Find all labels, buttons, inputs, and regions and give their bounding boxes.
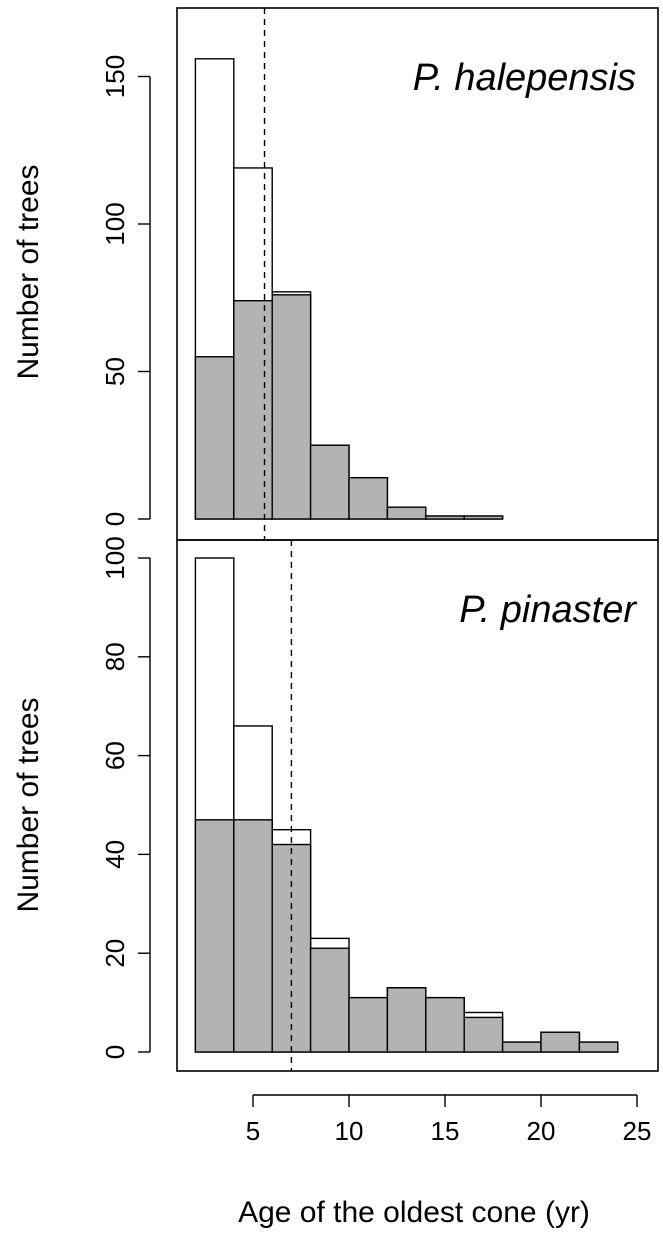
- panel-title: P. pinaster: [459, 589, 637, 631]
- y-tick-label: 100: [100, 536, 130, 579]
- y-axis-title: Number of trees: [12, 697, 45, 912]
- x-tick-label: 25: [623, 1116, 652, 1146]
- x-tick-label: 20: [527, 1116, 556, 1146]
- bar-filled-1: [233, 819, 273, 1053]
- bar-filled-4: [348, 996, 389, 1053]
- panel-pinaster: 0 20 40 60 80 100 Number of trees P. pinaster: [12, 536, 659, 1072]
- bar-filled-2: [271, 294, 312, 520]
- bar-filled-5: [386, 987, 427, 1053]
- y-tick-label: 0: [100, 1045, 130, 1059]
- bar-filled-0: [194, 356, 235, 520]
- bar-filled-4: [348, 477, 389, 520]
- bar-filled-1: [233, 300, 273, 520]
- y-tick-label: 20: [100, 939, 130, 968]
- bar-filled-7: [463, 515, 504, 520]
- x-axis-title: Age of the oldest cone (yr): [238, 1196, 590, 1229]
- bar-filled-3: [309, 444, 350, 520]
- bar-filled-0: [194, 819, 235, 1053]
- bar-filled-9: [540, 1031, 581, 1053]
- bar-filled-5: [386, 506, 427, 520]
- y-tick-label: 0: [100, 512, 130, 526]
- y-tick-label: 100: [100, 202, 130, 245]
- x-axis: 5 10 15 20 25: [246, 1094, 652, 1146]
- y-tick-label: 150: [100, 55, 130, 98]
- y-tick-label: 80: [100, 642, 130, 671]
- y-tick-label: 50: [100, 357, 130, 386]
- bar-filled-7: [463, 1016, 504, 1053]
- x-tick-label: 15: [431, 1116, 460, 1146]
- y-tick-label: 40: [100, 840, 130, 869]
- bar-filled-8: [501, 1041, 542, 1053]
- y-axis-title: Number of trees: [12, 164, 45, 379]
- panel-halepensis: 0 50 100 150 Number of trees P. halepensis: [12, 7, 659, 541]
- plot-frame: [176, 539, 659, 1072]
- bar-filled-3: [309, 947, 350, 1053]
- bar-filled-6: [425, 996, 465, 1053]
- panel-title: P. halepensis: [413, 57, 636, 99]
- x-tick-label: 5: [246, 1116, 260, 1146]
- bar-filled-6: [425, 515, 465, 520]
- bar-filled-10: [578, 1041, 619, 1053]
- x-tick-label: 10: [335, 1116, 364, 1146]
- y-tick-label: 60: [100, 741, 130, 770]
